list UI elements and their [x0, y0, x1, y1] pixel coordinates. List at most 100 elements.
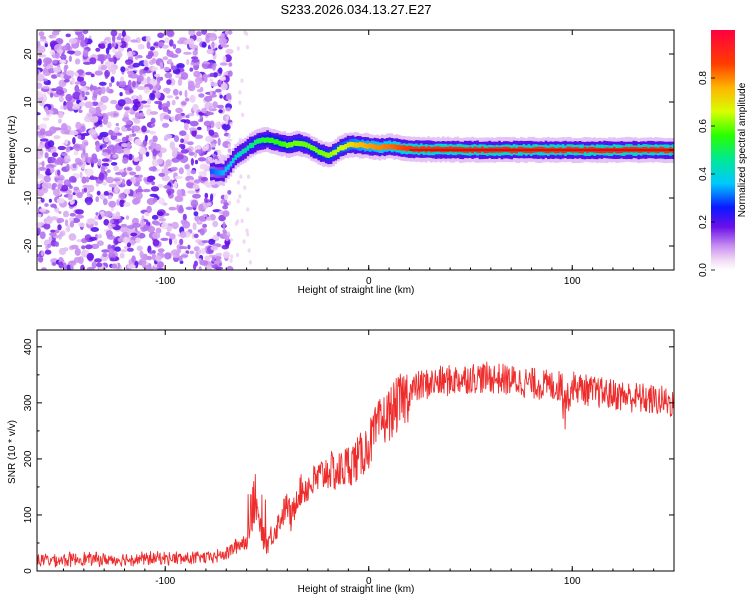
snr-frame: [36, 329, 675, 572]
noise-speckle-point: [117, 237, 124, 242]
signal-band-segment: [581, 148, 584, 154]
spectrogram-y-tick-label: 0: [23, 147, 34, 153]
signal-band-segment: [253, 139, 257, 146]
noise-speckle-point: [106, 169, 111, 174]
noise-speckle-point: [120, 76, 124, 82]
noise-speckle-point: [158, 152, 163, 158]
noise-speckle-point: [142, 104, 151, 108]
signal-band-segment: [612, 146, 616, 153]
noise-speckle-point: [37, 82, 43, 89]
noise-speckle-point: [85, 71, 93, 76]
signal-band-segment: [468, 146, 472, 153]
noise-speckle-point: [88, 128, 97, 135]
noise-speckle-point: [112, 215, 121, 220]
signal-band-segment: [324, 152, 328, 158]
noise-speckle-point: [201, 30, 207, 35]
noise-speckle-point: [197, 248, 202, 255]
noise-speckle-point: [122, 236, 129, 244]
noise-speckle-point: [222, 55, 227, 63]
noise-speckle-point: [39, 148, 44, 156]
noise-speckle-point: [48, 198, 53, 203]
noise-speckle-point: [91, 243, 100, 250]
noise-speckle-point: [174, 175, 183, 179]
noise-speckle-point: [163, 66, 170, 72]
noise-speckle-point: [88, 176, 98, 180]
noise-speckle-point: [69, 185, 73, 190]
noise-speckle-point: [181, 101, 187, 106]
noise-speckle-point: [106, 86, 110, 93]
noise-speckle-point: [63, 179, 71, 187]
noise-speckle-point: [49, 232, 57, 237]
noise-speckle-point: [126, 50, 134, 57]
noise-speckle-point: [73, 151, 79, 156]
noise-speckle-point: [96, 113, 104, 117]
noise-speckle-point: [185, 206, 194, 210]
noise-speckle-point: [126, 127, 132, 131]
noise-speckle-point: [70, 265, 74, 270]
signal-band-segment: [388, 144, 391, 150]
noise-speckle-point: [202, 223, 208, 228]
noise-speckle-point: [164, 37, 170, 44]
snr-panel: -100 0 100 0 100 200 300 400 Height of straight…: [7, 329, 675, 595]
noise-speckle-point: [227, 190, 232, 195]
noise-speckle-point: [37, 200, 42, 205]
signal-band-segment: [337, 146, 340, 153]
noise-speckle-point: [75, 209, 84, 215]
noise-speckle-point: [129, 239, 136, 246]
noise-speckle-point: [57, 111, 64, 119]
signal-band-segment: [510, 148, 514, 154]
noise-speckle-point: [50, 229, 56, 233]
noise-speckle-point: [125, 60, 133, 65]
noise-speckle-point: [39, 123, 47, 131]
noise-speckle-point: [64, 79, 70, 83]
noise-speckle-point: [84, 101, 94, 109]
signal-band-segment: [395, 144, 399, 151]
signal-band-segment: [290, 142, 294, 148]
noise-speckle-point: [222, 210, 230, 218]
noise-speckle-point: [165, 159, 172, 167]
noise-speckle-point: [81, 90, 85, 98]
noise-speckle-point: [103, 191, 109, 196]
signal-band-segment: [608, 147, 611, 153]
noise-speckle-point: [192, 103, 199, 112]
noise-speckle-point: [68, 217, 74, 223]
signal-band-segment: [622, 147, 626, 153]
signal-band-segment: [322, 151, 325, 157]
signal-band-segment: [564, 147, 567, 154]
noise-speckle-point: [74, 248, 81, 256]
figure-title: S233.2026.034.13.27.E27: [280, 2, 431, 17]
signal-band-segment: [390, 143, 394, 150]
noise-speckle-point: [201, 107, 208, 114]
noise-speckle-point: [150, 186, 160, 192]
noise-speckle-point: [185, 114, 190, 119]
noise-speckle-point: [246, 207, 250, 212]
noise-speckle-point: [126, 141, 131, 150]
noise-speckle-point: [162, 56, 169, 61]
noise-speckle-point: [215, 256, 222, 260]
noise-speckle-point: [53, 205, 58, 209]
noise-speckle-point: [173, 238, 178, 245]
signal-band-segment: [234, 154, 238, 160]
noise-speckle-point: [193, 233, 199, 239]
noise-speckle-point: [80, 39, 86, 48]
noise-speckle-point: [201, 240, 209, 244]
signal-band-segment: [427, 146, 430, 152]
noise-speckle-point: [151, 57, 157, 64]
noise-speckle-point: [99, 193, 106, 200]
signal-band-segment: [219, 170, 223, 176]
signal-band-segment: [615, 148, 619, 154]
noise-speckle-point: [132, 133, 137, 137]
signal-band-segment: [583, 146, 587, 153]
signal-band-segment: [402, 145, 406, 151]
spectrogram-y-tick-label: 10: [23, 96, 34, 108]
noise-speckle-point: [41, 186, 49, 194]
noise-speckle-point: [226, 265, 234, 270]
noise-speckle-point: [151, 214, 159, 220]
noise-speckle-point: [95, 196, 99, 203]
noise-speckle-point: [75, 214, 84, 219]
noise-speckle-point: [227, 99, 231, 104]
noise-speckle-point: [226, 92, 232, 101]
signal-band-segment: [661, 147, 665, 153]
noise-speckle-point: [48, 110, 54, 115]
signal-band-segment: [666, 148, 670, 154]
